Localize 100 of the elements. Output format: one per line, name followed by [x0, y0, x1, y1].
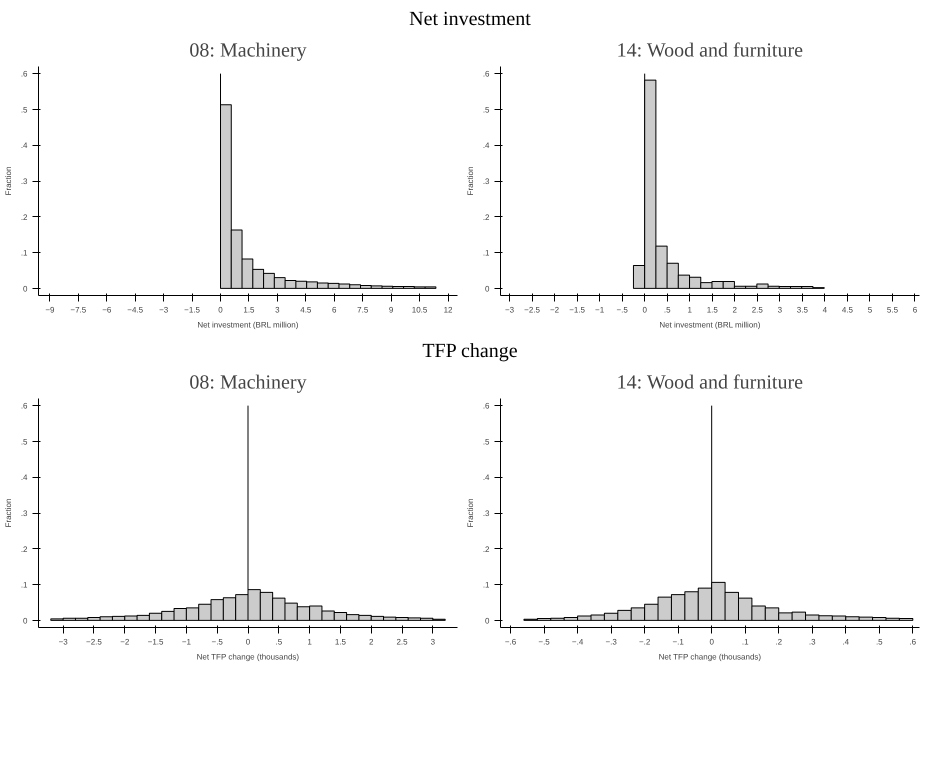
x-tick-label: 6: [912, 306, 918, 314]
x-tick-label: −1.5: [184, 306, 201, 314]
y-tick-label: .6: [20, 70, 28, 79]
x-tick-label: −.2: [638, 638, 651, 646]
y-tick-label: .5: [20, 437, 28, 446]
y-tick-label: .6: [20, 402, 28, 411]
y-tick-label: .5: [482, 437, 490, 446]
y-tick-label: .2: [482, 212, 490, 222]
x-tick-label: 1: [688, 306, 692, 314]
x-tick-label: .3: [808, 638, 816, 646]
x-tick-label: 5: [868, 306, 873, 314]
x-tick-label: .2: [775, 638, 783, 646]
x-tick-label: −3: [159, 306, 169, 314]
x-tick-label: −1.5: [569, 306, 586, 314]
y-tick-label: .2: [482, 544, 490, 554]
y-tick-label: .1: [482, 248, 490, 258]
x-tick-label: 1.5: [334, 638, 347, 646]
x-tick-label: .1: [742, 638, 750, 646]
x-tick-label: 1.5: [243, 306, 256, 314]
y-tick-label: .1: [20, 580, 28, 590]
x-tick-label: 3.5: [796, 306, 808, 314]
y-tick-label: .4: [482, 141, 490, 150]
chart-title: 14: Wood and furniture: [616, 372, 804, 394]
x-tick-label: 4.5: [842, 306, 854, 314]
y-tick-label: .5: [482, 105, 490, 114]
chart-title: 08: Machinery: [189, 372, 307, 394]
x-axis-title: Net investment (BRL million): [659, 320, 761, 330]
x-tick-label: −2.5: [524, 306, 540, 314]
chart-title: 14: Wood and furniture: [616, 40, 804, 62]
x-axis-title: Net TFP change (thousands): [196, 652, 300, 662]
x-tick-label: 10.5: [412, 306, 428, 314]
x-tick-label: .5: [876, 638, 884, 646]
y-tick-label: .2: [20, 544, 28, 554]
x-tick-label: −7.5: [70, 306, 87, 314]
y-tick-label: .3: [482, 509, 490, 518]
y-tick-label: .1: [482, 580, 490, 590]
y-tick-label: .4: [20, 473, 28, 482]
x-tick-label: −2: [550, 306, 560, 314]
y-tick-label: 0: [23, 616, 28, 626]
x-tick-label: 9: [388, 306, 394, 314]
x-tick-label: −1: [595, 306, 605, 314]
x-tick-label: −.5: [616, 306, 628, 314]
y-tick-label: .2: [20, 212, 28, 222]
x-tick-label: −2: [120, 638, 130, 646]
y-tick-label: 0: [485, 284, 490, 294]
x-tick-label: −6: [102, 306, 112, 314]
x-tick-label: 0: [642, 306, 648, 314]
x-tick-label: 1: [307, 638, 312, 646]
x-tick-label: 5.5: [886, 306, 899, 314]
x-tick-label: −9: [45, 306, 55, 314]
x-tick-label: 2.5: [396, 638, 408, 646]
x-tick-label: .4: [842, 638, 850, 646]
y-tick-label: .4: [20, 141, 28, 150]
y-tick-label: .3: [20, 509, 28, 518]
x-tick-label: −1.5: [148, 638, 164, 646]
x-tick-label: 3: [430, 638, 436, 646]
x-tick-label: −.5: [212, 638, 224, 646]
y-axis-title: Fraction: [4, 498, 13, 528]
x-tick-label: −.4: [572, 638, 584, 646]
y-tick-label: .4: [482, 473, 490, 482]
y-tick-label: .6: [482, 70, 490, 79]
x-tick-label: 2: [369, 638, 374, 646]
x-tick-label: .5: [275, 638, 283, 646]
y-tick-label: .5: [20, 105, 28, 114]
x-tick-label: 2: [732, 306, 738, 314]
x-tick-label: 4.5: [300, 306, 312, 314]
x-tick-label: −.5: [538, 638, 550, 646]
y-axis-title: Fraction: [466, 498, 475, 528]
chart-title: 08: Machinery: [189, 40, 307, 62]
x-tick-label: 3: [778, 306, 783, 314]
x-tick-label: −.3: [605, 638, 618, 646]
x-tick-label: 0: [246, 638, 251, 646]
x-tick-label: −4.5: [127, 306, 144, 314]
x-tick-label: 4: [822, 306, 828, 314]
x-tick-label: −3: [58, 638, 68, 646]
x-tick-label: −.6: [504, 638, 517, 646]
text: Net investment: [409, 7, 531, 32]
x-tick-label: 0: [218, 306, 224, 314]
y-tick-label: 0: [485, 616, 490, 626]
x-tick-label: .5: [664, 306, 672, 314]
y-tick-label: .1: [20, 248, 28, 258]
y-tick-label: .3: [482, 177, 490, 186]
x-axis-title: Net investment (BRL million): [197, 320, 299, 330]
y-tick-label: .3: [20, 177, 28, 186]
x-tick-label: −.1: [672, 638, 684, 646]
y-tick-label: 0: [23, 284, 28, 294]
text: TFP change: [422, 339, 518, 364]
y-axis-title: Fraction: [4, 166, 13, 196]
x-tick-label: .6: [909, 638, 917, 646]
x-tick-label: −2.5: [86, 638, 102, 646]
x-tick-label: 3: [275, 306, 280, 314]
x-tick-label: −1: [182, 638, 192, 646]
x-tick-label: −3: [504, 306, 515, 314]
x-axis-title: Net TFP change (thousands): [658, 652, 762, 662]
y-axis-title: Fraction: [466, 166, 475, 196]
x-tick-label: 2.5: [752, 306, 764, 314]
x-tick-label: 0: [709, 638, 714, 646]
x-tick-label: 6: [332, 306, 338, 314]
x-tick-label: 12: [444, 306, 454, 314]
y-tick-label: .6: [482, 402, 490, 411]
